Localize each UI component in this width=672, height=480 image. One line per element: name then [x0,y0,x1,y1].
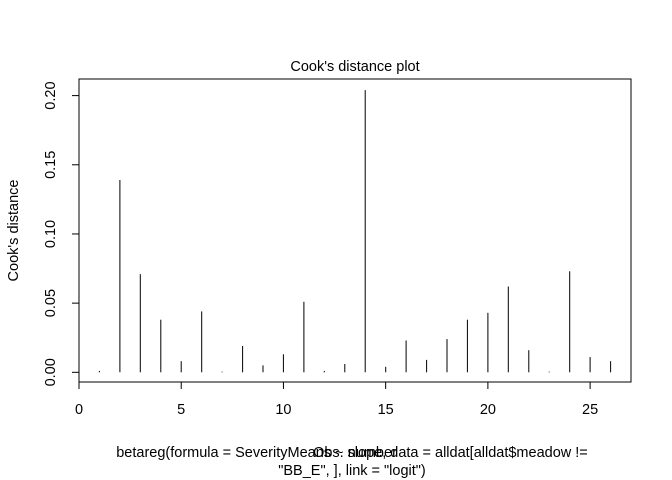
x-tick-label: 0 [75,402,83,418]
y-tick-label: 0.20 [43,81,59,109]
y-axis-label: Cook's distance [6,180,22,282]
x-axis-label: Obs. number [313,445,397,461]
x-tick-label: 15 [378,402,394,418]
y-tick-label: 0.10 [43,220,59,248]
plot-frame [78,78,632,383]
y-tick-label: 0.05 [43,289,59,317]
x-tick-label: 5 [177,402,185,418]
x-tick-label: 25 [582,402,598,418]
y-tick-label: 0.00 [43,358,59,386]
x-tick-label: 10 [275,402,291,418]
x-tick-label: 20 [480,402,496,418]
y-tick-label: 0.15 [43,151,59,179]
subtitle-line-2: "BB_E", ], link = "logit") [278,463,426,479]
subtitle-line-1: betareg(formula = SeverityMeans ~ slope,… [116,445,588,461]
chart-title: Cook's distance plot [290,59,419,75]
